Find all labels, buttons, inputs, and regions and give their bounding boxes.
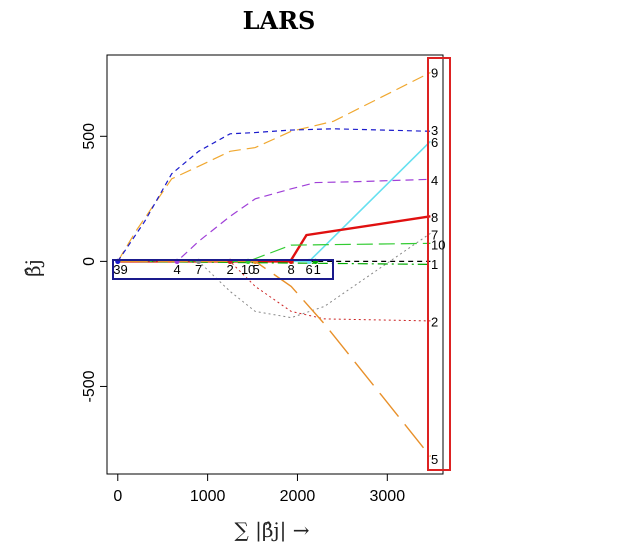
entry-label-3: 3 (113, 262, 120, 277)
entry-label-6: 6 (306, 262, 313, 277)
entry-label-1: 1 (314, 262, 321, 277)
end-label-2: 2 (431, 314, 438, 329)
highlight-layer (112, 57, 451, 471)
plot-frame (106, 54, 444, 475)
y-axis-label: β̂j (21, 259, 45, 277)
coef-path-8 (117, 215, 431, 263)
entry-label-8: 8 (288, 262, 295, 277)
entry-label-7: 7 (195, 262, 202, 277)
end-label-4: 4 (431, 173, 438, 188)
entry-label-9: 9 (120, 262, 127, 277)
series-layer (117, 71, 431, 457)
coef-path-3 (117, 128, 431, 262)
entry-label-5: 5 (253, 262, 260, 277)
coef-path-2 (117, 260, 431, 322)
coef-path-10 (117, 242, 431, 262)
end-label-9: 9 (431, 66, 438, 81)
end-label-6: 6 (431, 135, 438, 150)
coef-path-1 (117, 260, 431, 265)
chart-title: LARS (243, 6, 316, 35)
x-tick-label-0: 0 (113, 488, 122, 505)
end-label-8: 8 (431, 210, 438, 225)
end-labels-highlight-box (427, 57, 451, 471)
y-tick-label-500: 500 (81, 123, 98, 150)
entry-labels-highlight-box (112, 259, 334, 280)
x-tick-label-3000: 3000 (370, 488, 406, 505)
end-label-5: 5 (431, 452, 438, 467)
entry-label-4: 4 (173, 262, 180, 277)
coef-path-5 (117, 260, 431, 457)
coef-path-7 (117, 232, 431, 319)
end-label-3: 3 (431, 123, 438, 138)
coef-path-4 (117, 178, 431, 262)
x-tick-label-2000: 2000 (280, 488, 316, 505)
coef-path-9 (117, 71, 431, 262)
entry-label-2: 2 (226, 262, 233, 277)
end-label-10: 10 (431, 237, 445, 252)
entry-label-10: 10 (241, 262, 255, 277)
x-tick-label-1000: 1000 (190, 488, 226, 505)
end-label-7: 7 (431, 227, 438, 242)
x-axis-label: ∑ |β̂j| → (235, 518, 310, 543)
y-tick-label--500: -500 (81, 370, 98, 402)
end-label-1: 1 (431, 257, 438, 272)
y-tick-label-0: 0 (81, 257, 98, 266)
